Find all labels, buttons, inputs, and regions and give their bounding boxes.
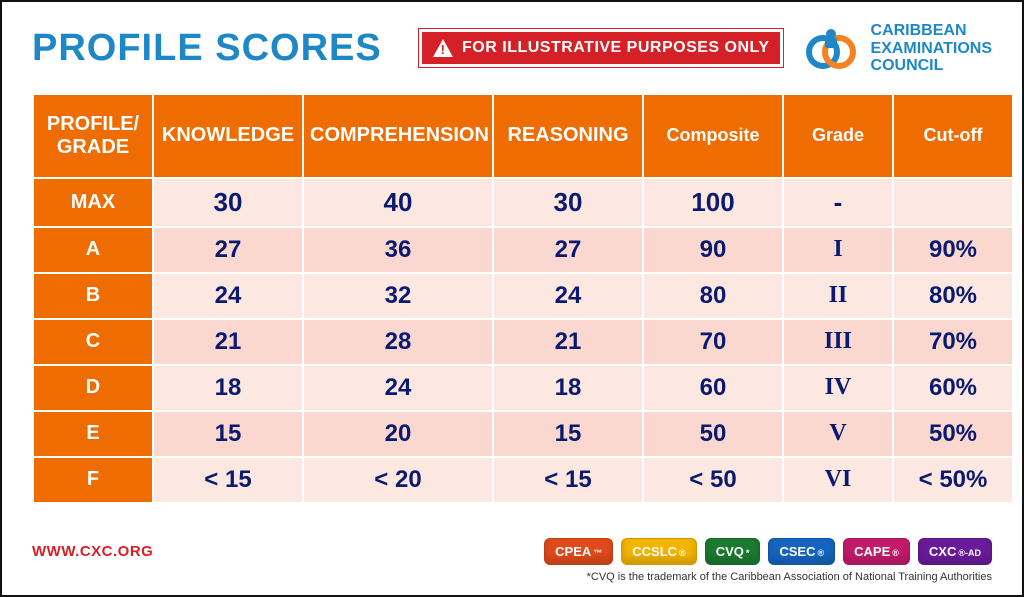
cell: 60 [643,365,783,411]
org-line2: EXAMINATIONS [871,40,992,58]
org-name: CARIBBEAN EXAMINATIONS COUNCIL [871,22,992,75]
cell: 24 [493,273,643,319]
col-grade: Grade [783,94,893,178]
cell: 36 [303,227,493,273]
footer-footnote: *CVQ is the trademark of the Caribbean A… [32,571,992,583]
table-row: C 21 28 21 70 III 70% [33,319,1013,365]
pill-cape: CAPE® [843,538,910,565]
table-body: MAX 30 40 30 100 - A 27 36 27 90 I 90% B… [33,178,1013,503]
scores-table: PROFILE/GRADE KNOWLEDGE COMPREHENSION RE… [32,93,1014,504]
cell: 24 [153,273,303,319]
row-label: C [33,319,153,365]
cell: 60% [893,365,1013,411]
col-comprehension: COMPREHENSION [303,94,493,178]
cell: 70 [643,319,783,365]
header: PROFILE SCORES ! FOR ILLUSTRATIVE PURPOS… [32,22,992,75]
table-head: PROFILE/GRADE KNOWLEDGE COMPREHENSION RE… [33,94,1013,178]
row-label: B [33,273,153,319]
cell: 50 [643,411,783,457]
pill-cvq: CVQ* [705,538,761,565]
cell: < 20 [303,457,493,503]
svg-text:!: ! [441,42,446,57]
program-pills: CPEA™ CCSLC® CVQ* CSEC® CAPE® CXC®-AD [544,538,992,565]
cell: 80 [643,273,783,319]
col-reasoning: REASONING [493,94,643,178]
cell [893,178,1013,227]
pill-csec: CSEC® [768,538,835,565]
cell: < 50 [643,457,783,503]
table-row: A 27 36 27 90 I 90% [33,227,1013,273]
cell: 70% [893,319,1013,365]
cell: I [783,227,893,273]
warning-icon: ! [432,38,454,58]
slide: PROFILE SCORES ! FOR ILLUSTRATIVE PURPOS… [0,0,1024,597]
footer-top: WWW.CXC.ORG CPEA™ CCSLC® CVQ* CSEC® CAPE… [32,538,992,565]
cell: 20 [303,411,493,457]
cell: 18 [153,365,303,411]
header-right: ! FOR ILLUSTRATIVE PURPOSES ONLY CARIBBE… [419,22,992,75]
cell: 15 [153,411,303,457]
cell: 15 [493,411,643,457]
pill-ccslc: CCSLC® [621,538,696,565]
cell: 27 [153,227,303,273]
footer-url[interactable]: WWW.CXC.ORG [32,543,153,560]
cell: V [783,411,893,457]
cell: 80% [893,273,1013,319]
cell: 21 [153,319,303,365]
org-line1: CARIBBEAN [871,22,992,40]
col-profile-grade: PROFILE/GRADE [33,94,153,178]
cell: 50% [893,411,1013,457]
col-composite: Composite [643,94,783,178]
cell: < 15 [153,457,303,503]
cell: 40 [303,178,493,227]
cell: 90 [643,227,783,273]
col-knowledge: KNOWLEDGE [153,94,303,178]
pill-cxc-ad: CXC®-AD [918,538,992,565]
cell: II [783,273,893,319]
row-label: D [33,365,153,411]
table-row: F < 15 < 20 < 15 < 50 VI < 50% [33,457,1013,503]
cxc-logo-icon [801,24,861,72]
table-row: B 24 32 24 80 II 80% [33,273,1013,319]
table-row: E 15 20 15 50 V 50% [33,411,1013,457]
illustrative-badge-label: FOR ILLUSTRATIVE PURPOSES ONLY [462,39,769,57]
cell: 27 [493,227,643,273]
row-label: E [33,411,153,457]
pill-cpea: CPEA™ [544,538,613,565]
cell: < 15 [493,457,643,503]
cell: 24 [303,365,493,411]
cell: < 50% [893,457,1013,503]
table-row: D 18 24 18 60 IV 60% [33,365,1013,411]
org-brand: CARIBBEAN EXAMINATIONS COUNCIL [801,22,992,75]
row-label: F [33,457,153,503]
footer: WWW.CXC.ORG CPEA™ CCSLC® CVQ* CSEC® CAPE… [2,538,1022,583]
cell: VI [783,457,893,503]
cell: IV [783,365,893,411]
table-row: MAX 30 40 30 100 - [33,178,1013,227]
cell: 30 [493,178,643,227]
cell: 90% [893,227,1013,273]
cell: 28 [303,319,493,365]
cell: 100 [643,178,783,227]
cell: 21 [493,319,643,365]
row-label: A [33,227,153,273]
cell: - [783,178,893,227]
row-label: MAX [33,178,153,227]
cell: III [783,319,893,365]
cell: 32 [303,273,493,319]
illustrative-badge: ! FOR ILLUSTRATIVE PURPOSES ONLY [419,29,782,67]
cell: 18 [493,365,643,411]
org-line3: COUNCIL [871,57,992,75]
col-cutoff: Cut-off [893,94,1013,178]
page-title: PROFILE SCORES [32,27,382,70]
cell: 30 [153,178,303,227]
